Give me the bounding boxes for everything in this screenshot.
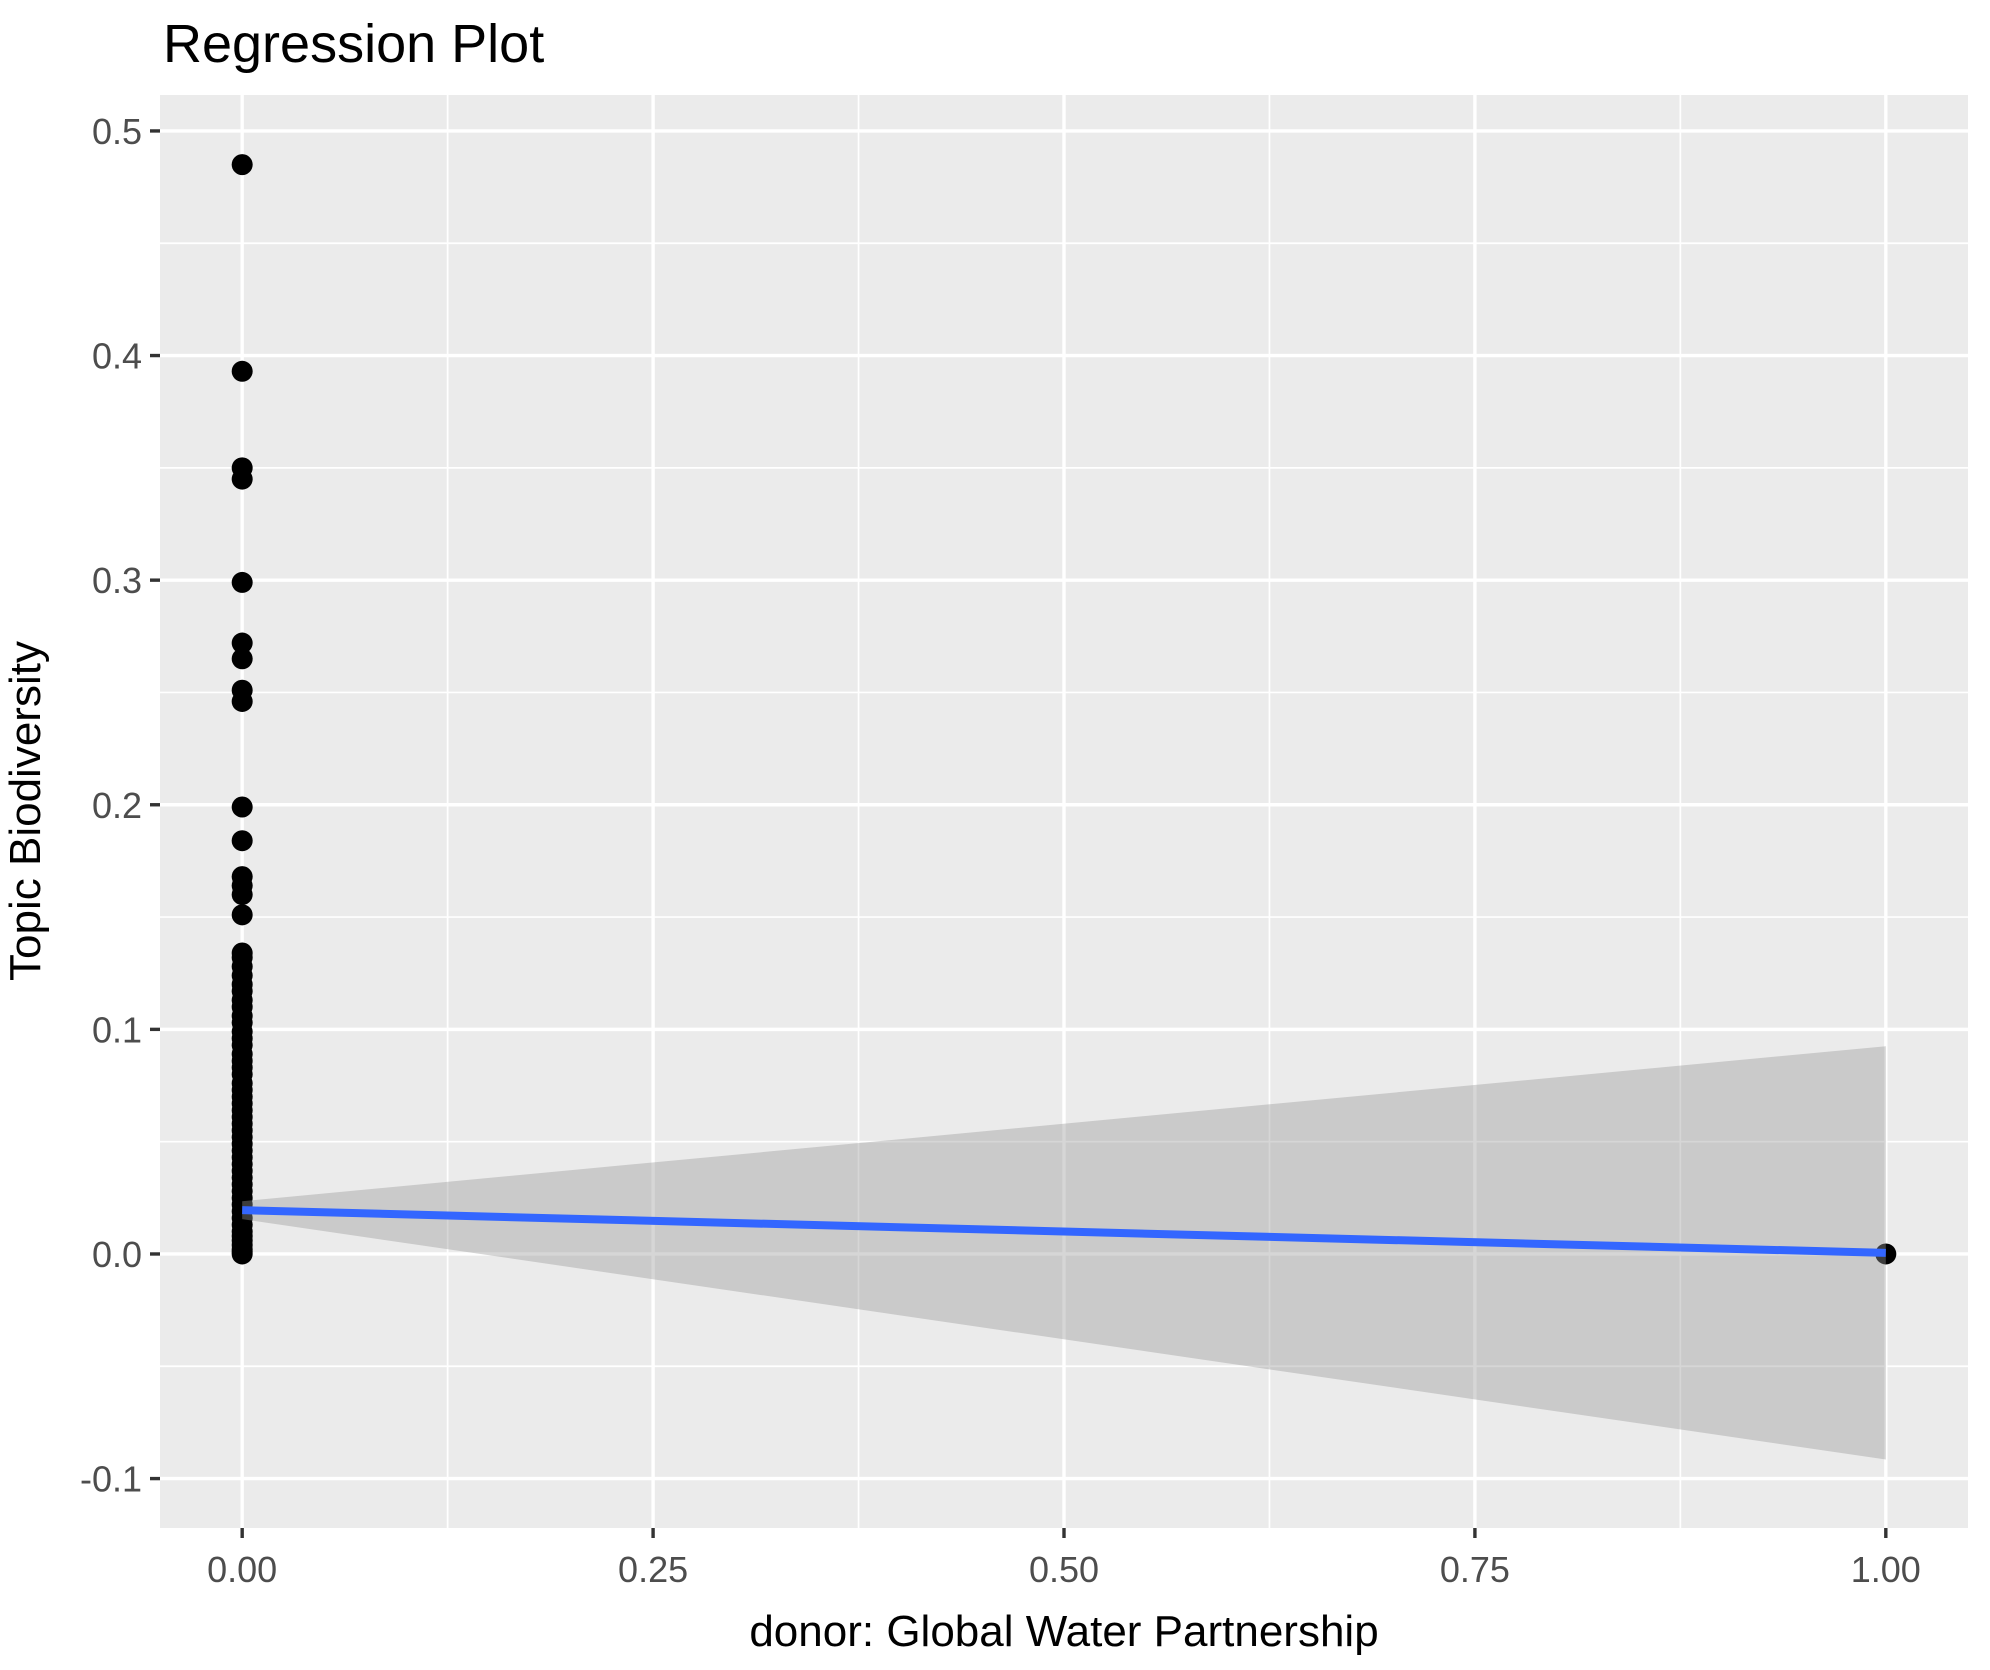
y-tick-label: -0.1 [80, 1459, 142, 1500]
x-tick-label: 0.00 [207, 1549, 277, 1590]
data-point [231, 690, 253, 712]
data-point [231, 154, 253, 176]
y-tick-label: 0.5 [92, 111, 142, 152]
x-tick-label: 0.50 [1029, 1549, 1099, 1590]
x-tick-label: 0.25 [618, 1549, 688, 1590]
plot-title: Regression Plot [163, 14, 544, 74]
y-tick-label: 0.4 [92, 336, 142, 377]
data-point [231, 1243, 253, 1265]
data-point [231, 648, 253, 670]
data-point [231, 830, 253, 852]
confidence-band [242, 1046, 1886, 1460]
x-axis-title: donor: Global Water Partnership [749, 1607, 1378, 1656]
x-tick-label: 1.00 [1851, 1549, 1921, 1590]
axis-layer: 0.00 0.25 0.50 0.75 1.00 -0.1 0.0 0.1 0.2 0.3 0.4 0… [80, 111, 1921, 1590]
y-axis-title: Topic Biodiversity [1, 641, 50, 981]
y-tick-label: 0.2 [92, 785, 142, 826]
data-point [231, 360, 253, 382]
x-tick-label: 0.75 [1440, 1549, 1510, 1590]
data-point [231, 632, 253, 654]
regression-line [242, 1206, 1886, 1257]
data-point [231, 904, 253, 926]
y-tick-label: 0.1 [92, 1009, 142, 1050]
data-point [231, 468, 253, 490]
plot-panel [160, 95, 1968, 1528]
data-point [231, 884, 253, 906]
data-point [231, 571, 253, 593]
data-point [231, 796, 253, 818]
y-tick-label: 0.3 [92, 560, 142, 601]
y-tick-label: 0.0 [92, 1234, 142, 1275]
